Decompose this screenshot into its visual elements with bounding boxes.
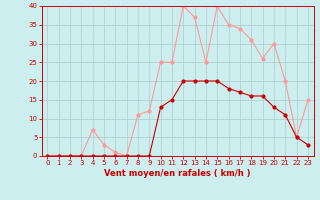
X-axis label: Vent moyen/en rafales ( km/h ): Vent moyen/en rafales ( km/h ) [104,169,251,178]
